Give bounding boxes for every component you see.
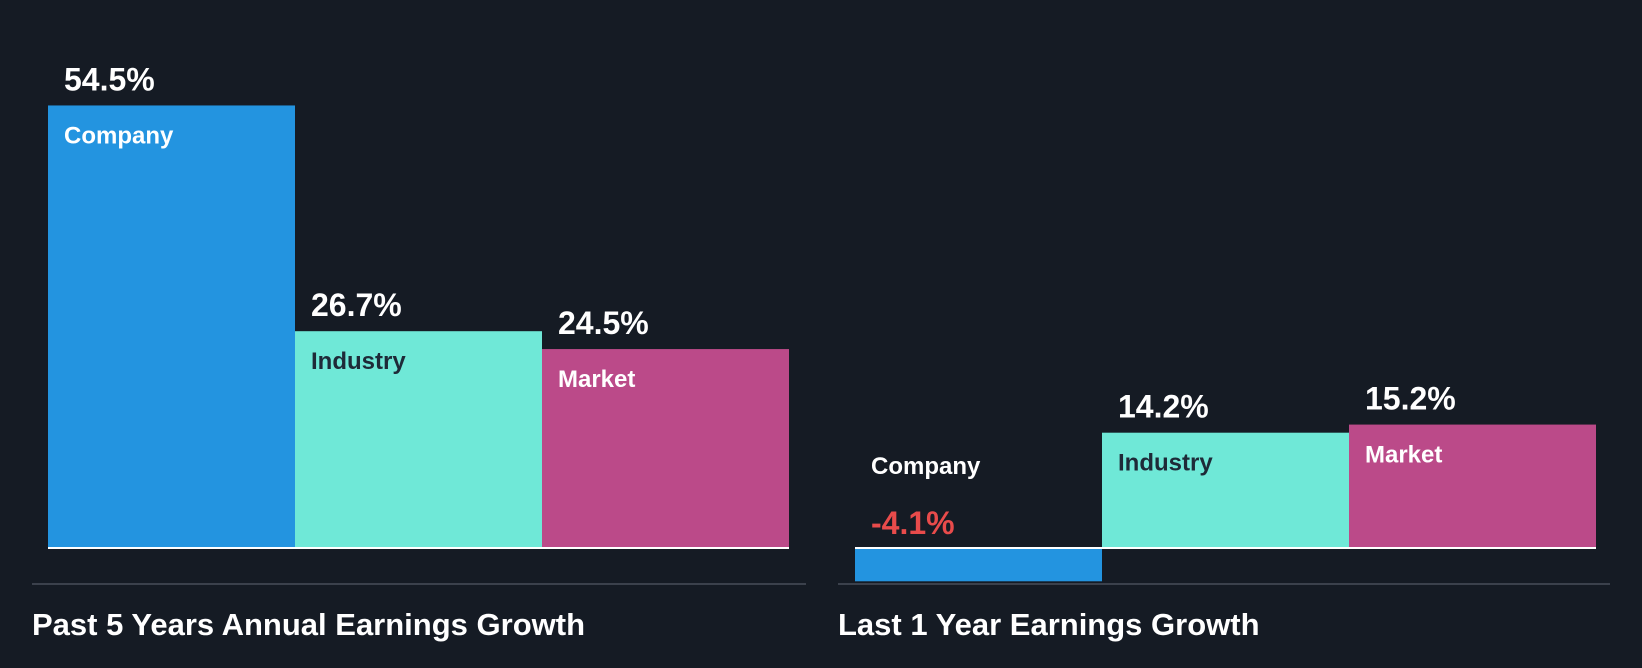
category-label-industry-5y: Industry [311, 348, 406, 375]
bar-company-5y [48, 105, 295, 549]
category-label-company-5y: Company [64, 122, 174, 149]
chart-panel-last-1-year: -4.1% 14.2% 15.2% Company Industry Marke… [838, 381, 1610, 642]
bar-market-5y [542, 349, 789, 548]
chart-title-1y: Last 1 Year Earnings Growth [838, 607, 1260, 642]
value-label-industry-1y: 14.2% [1118, 389, 1209, 425]
bar-company-1y [855, 548, 1102, 582]
category-label-market-1y: Market [1365, 442, 1442, 469]
bar-industry-1y [1102, 432, 1349, 548]
category-label-industry-1y: Industry [1118, 450, 1213, 477]
value-label-market-1y: 15.2% [1365, 381, 1456, 417]
value-label-market-5y: 24.5% [558, 305, 649, 341]
value-label-industry-5y: 26.7% [311, 287, 402, 323]
chart-panel-past-5-years: 54.5% 26.7% 24.5% Company Industry Marke… [32, 61, 806, 642]
category-label-company-1y: Company [871, 453, 981, 480]
bar-industry-5y [295, 331, 542, 548]
value-label-company-1y: -4.1% [871, 505, 955, 541]
chart-title-5y: Past 5 Years Annual Earnings Growth [32, 607, 585, 642]
category-label-market-5y: Market [558, 366, 635, 393]
value-label-company-5y: 54.5% [64, 61, 155, 97]
bar-market-1y [1349, 424, 1596, 548]
